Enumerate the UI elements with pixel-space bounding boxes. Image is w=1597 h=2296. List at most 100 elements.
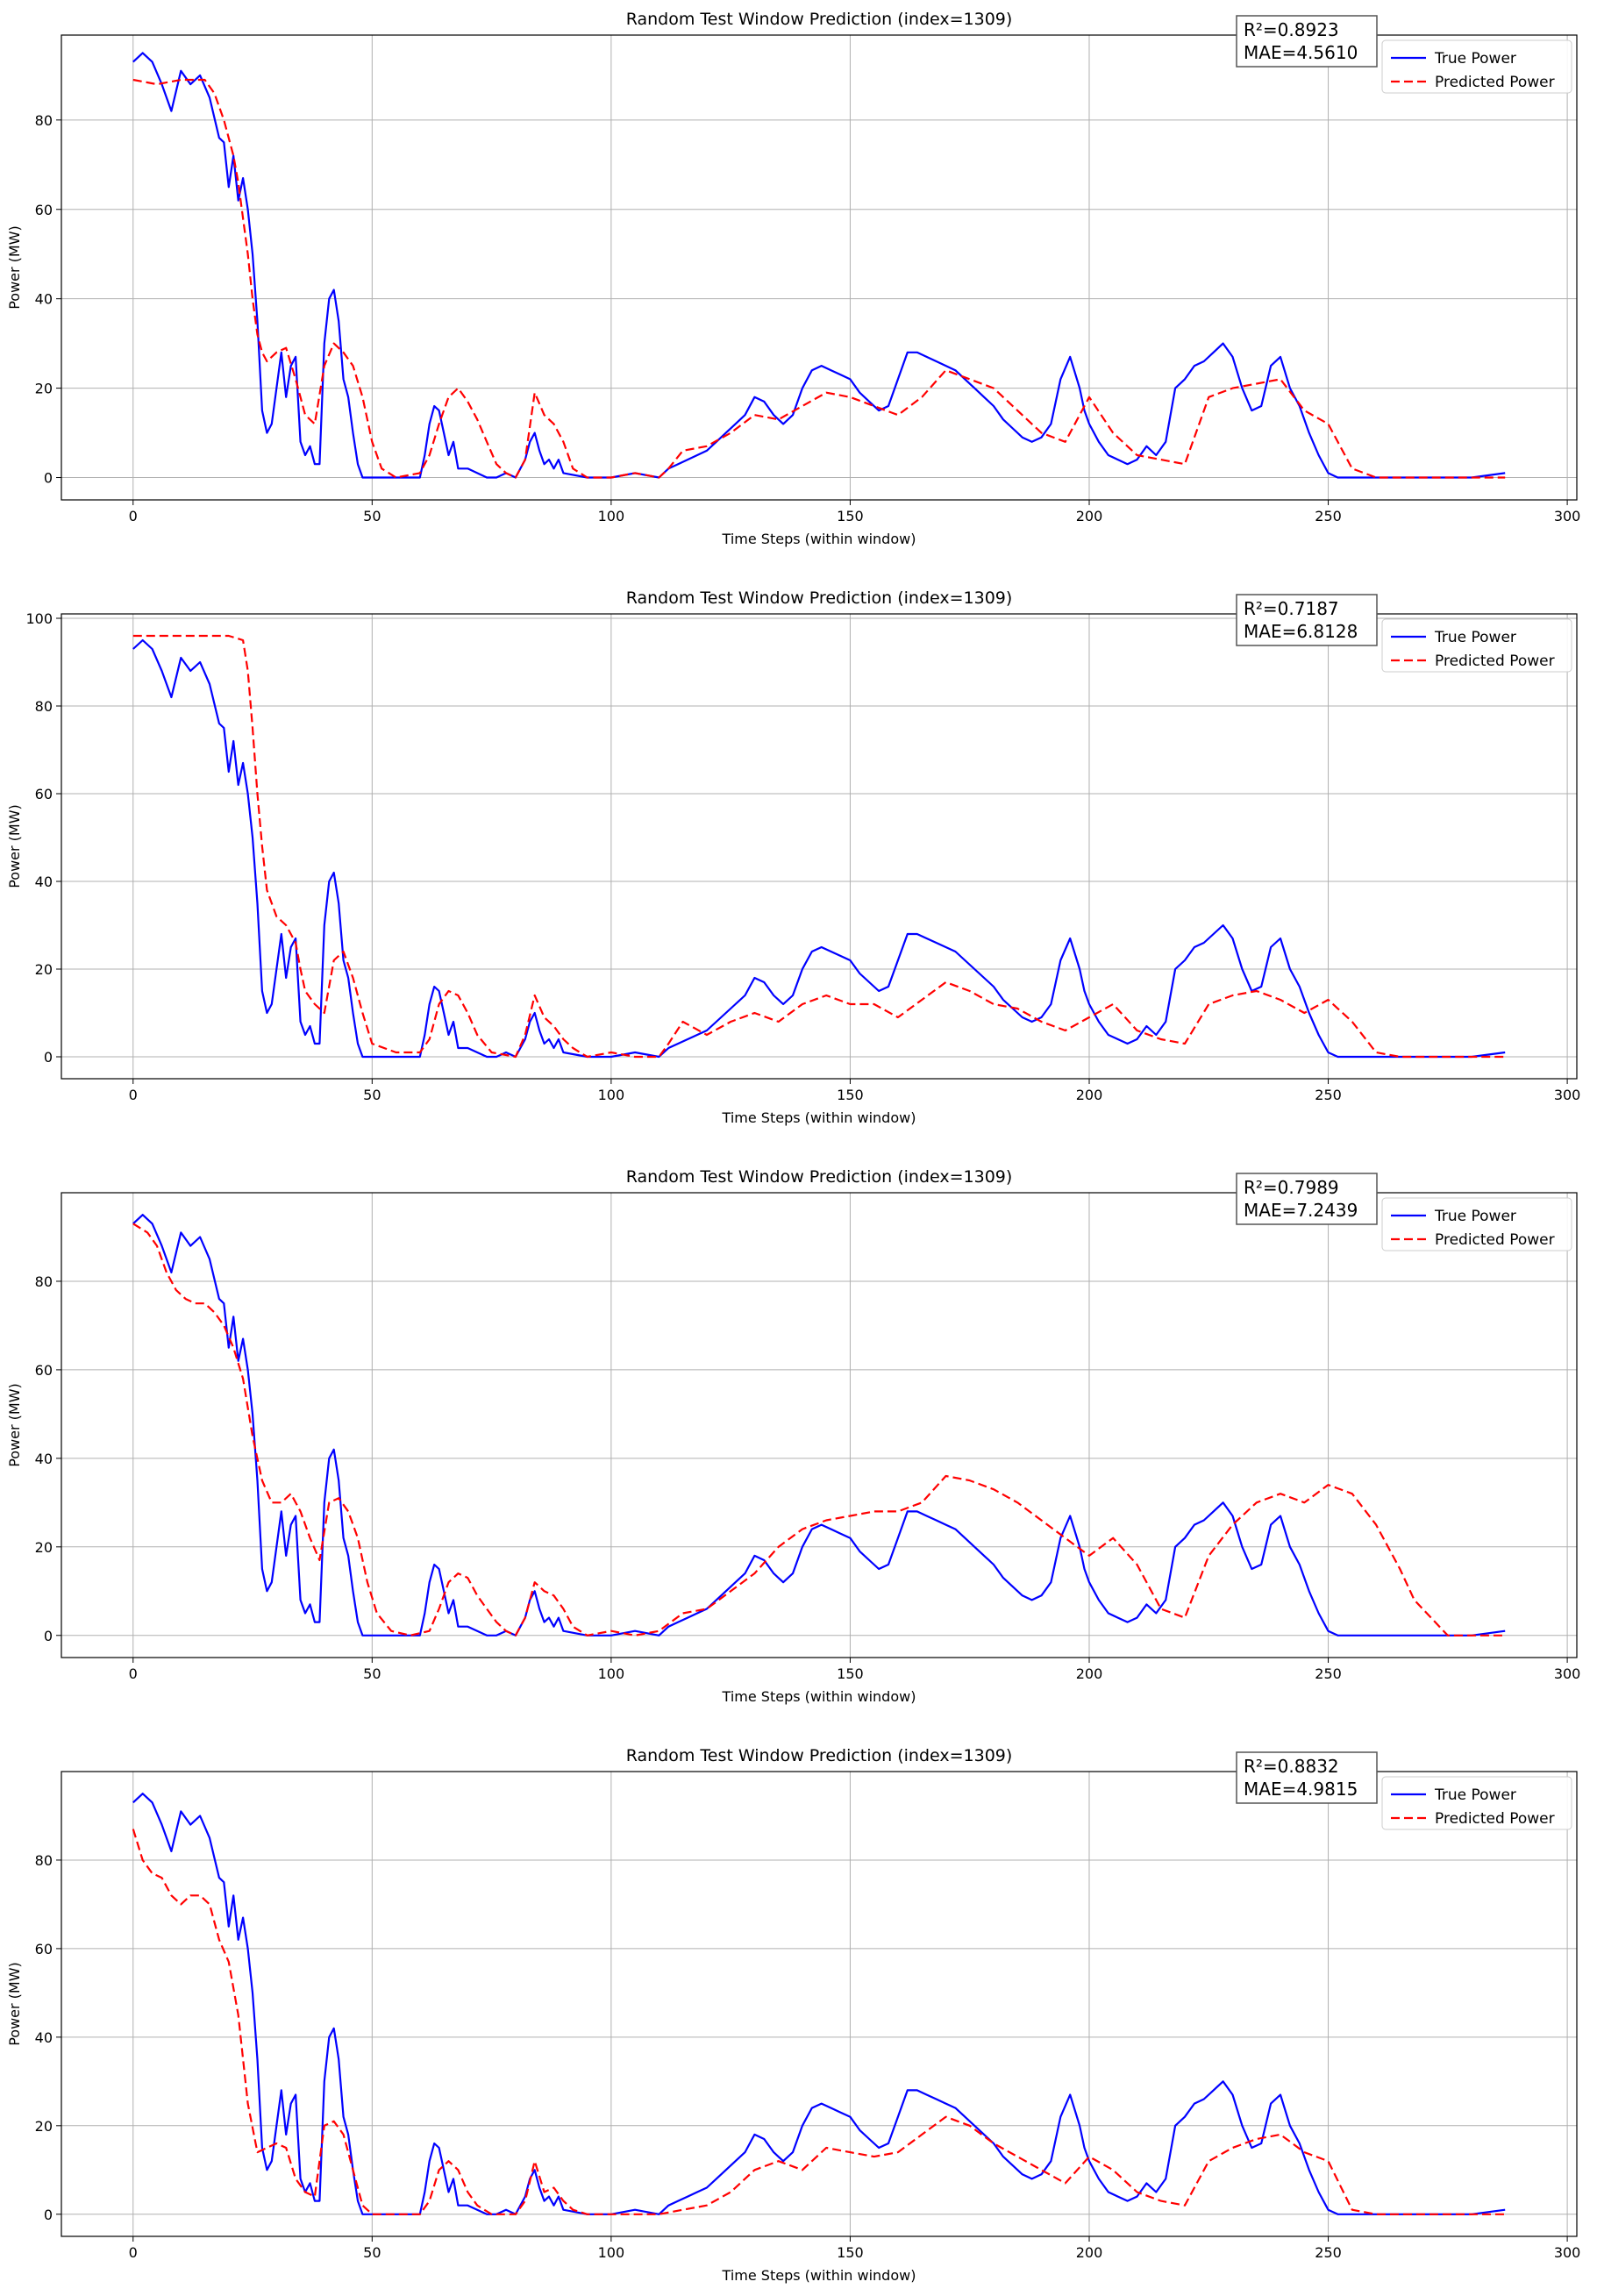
r2-value: R²=0.7989 (1244, 1177, 1339, 1198)
axes-frame (61, 1192, 1578, 1658)
r2-value: R²=0.8832 (1244, 1756, 1339, 1777)
y-tick-label: 0 (44, 1628, 53, 1644)
x-tick-label: 150 (837, 2244, 864, 2261)
x-axis-label: Time Steps (within window) (722, 1109, 916, 1126)
x-tick-label: 200 (1076, 2244, 1103, 2261)
x-axis-label: Time Steps (within window) (722, 531, 916, 547)
true-power-line (132, 1214, 1506, 1636)
y-tick-label: 80 (35, 1852, 53, 1869)
x-tick-label: 300 (1554, 2244, 1581, 2261)
legend-label: Predicted Power (1435, 1810, 1555, 1828)
x-tick-label: 50 (363, 1665, 381, 1682)
metrics-box (1236, 1751, 1378, 1804)
x-tick-label: 150 (837, 1665, 864, 1682)
x-tick-label: 200 (1076, 508, 1103, 524)
x-tick-label: 0 (129, 508, 138, 524)
legend-label: Predicted Power (1435, 74, 1555, 91)
metrics-box (1236, 1173, 1378, 1225)
x-tick-label: 250 (1315, 1087, 1342, 1103)
axes-frame (61, 34, 1578, 501)
chart-panel-4: Random Test Window Prediction (index=130… (6, 1746, 1580, 2284)
x-tick-label: 200 (1076, 1665, 1103, 1682)
metrics-box (1236, 15, 1378, 68)
axes-frame (61, 1771, 1578, 2237)
x-axis-label: Time Steps (within window) (722, 1688, 916, 1705)
y-tick-label: 80 (35, 1273, 53, 1290)
legend-label: Predicted Power (1435, 1231, 1555, 1249)
y-tick-label: 20 (35, 1539, 53, 1556)
true-power-line (132, 52, 1506, 479)
x-tick-label: 100 (598, 2244, 625, 2261)
y-tick-label: 20 (35, 2118, 53, 2135)
y-tick-label: 80 (35, 698, 53, 715)
legend (1381, 618, 1572, 673)
x-tick-label: 250 (1315, 2244, 1342, 2261)
y-tick-label: 40 (35, 873, 53, 890)
legend-label: Predicted Power (1435, 652, 1555, 670)
y-tick-label: 40 (35, 1451, 53, 1467)
x-tick-label: 0 (129, 1087, 138, 1103)
legend-label: True Power (1434, 50, 1516, 68)
x-tick-label: 100 (598, 1087, 625, 1103)
chart-title: Random Test Window Prediction (index=130… (626, 10, 1013, 29)
true-power-line (132, 1793, 1506, 2215)
x-tick-label: 150 (837, 1087, 864, 1103)
mae-value: MAE=4.5610 (1244, 42, 1358, 63)
chart-title: Random Test Window Prediction (index=130… (626, 588, 1013, 608)
y-axis-label: Power (MW) (6, 1962, 23, 2046)
legend-label: True Power (1434, 1786, 1516, 1804)
y-tick-label: 60 (35, 1362, 53, 1379)
y-tick-label: 0 (44, 1049, 53, 1066)
legend (1381, 1776, 1572, 1830)
x-tick-label: 50 (363, 1087, 381, 1103)
predicted-power-line (132, 1829, 1506, 2215)
y-tick-label: 0 (44, 2207, 53, 2223)
x-tick-label: 300 (1554, 1665, 1581, 1682)
mae-value: MAE=4.9815 (1244, 1779, 1358, 1800)
y-tick-label: 20 (35, 381, 53, 397)
r2-value: R²=0.7187 (1244, 598, 1339, 619)
x-tick-label: 250 (1315, 508, 1342, 524)
y-tick-label: 100 (25, 610, 53, 627)
legend-label: True Power (1434, 1208, 1516, 1225)
x-tick-label: 300 (1554, 508, 1581, 524)
y-tick-label: 60 (35, 1941, 53, 1957)
true-power-line (132, 638, 1506, 1059)
r2-value: R²=0.8923 (1244, 19, 1339, 40)
chart-title: Random Test Window Prediction (index=130… (626, 1746, 1013, 1765)
y-axis-label: Power (MW) (6, 1383, 23, 1467)
x-tick-label: 50 (363, 2244, 381, 2261)
mae-value: MAE=6.8128 (1244, 621, 1358, 642)
metrics-box (1236, 594, 1378, 646)
x-tick-label: 50 (363, 508, 381, 524)
y-axis-label: Power (MW) (6, 804, 23, 888)
y-tick-label: 0 (44, 470, 53, 487)
x-tick-label: 300 (1554, 1087, 1581, 1103)
x-tick-label: 200 (1076, 1087, 1103, 1103)
x-tick-label: 0 (129, 2244, 138, 2261)
legend-label: True Power (1434, 629, 1516, 646)
predicted-power-line (132, 1223, 1506, 1636)
legend (1381, 39, 1572, 94)
legend (1381, 1197, 1572, 1251)
predicted-power-line (132, 634, 1506, 1059)
y-tick-label: 60 (35, 786, 53, 802)
x-tick-label: 250 (1315, 1665, 1342, 1682)
chart-panel-3: Random Test Window Prediction (index=130… (6, 1167, 1580, 1705)
y-tick-label: 40 (35, 2029, 53, 2046)
y-tick-label: 40 (35, 291, 53, 308)
x-tick-label: 100 (598, 508, 625, 524)
y-tick-label: 80 (35, 112, 53, 129)
chart-title: Random Test Window Prediction (index=130… (626, 1167, 1013, 1187)
axes-frame (61, 613, 1578, 1080)
x-tick-label: 100 (598, 1665, 625, 1682)
x-axis-label: Time Steps (within window) (722, 2267, 916, 2284)
chart-panel-1: Random Test Window Prediction (index=130… (6, 10, 1580, 547)
x-tick-label: 150 (837, 508, 864, 524)
y-axis-label: Power (MW) (6, 225, 23, 310)
x-tick-label: 0 (129, 1665, 138, 1682)
y-tick-label: 20 (35, 961, 53, 978)
predicted-power-line (132, 78, 1506, 479)
